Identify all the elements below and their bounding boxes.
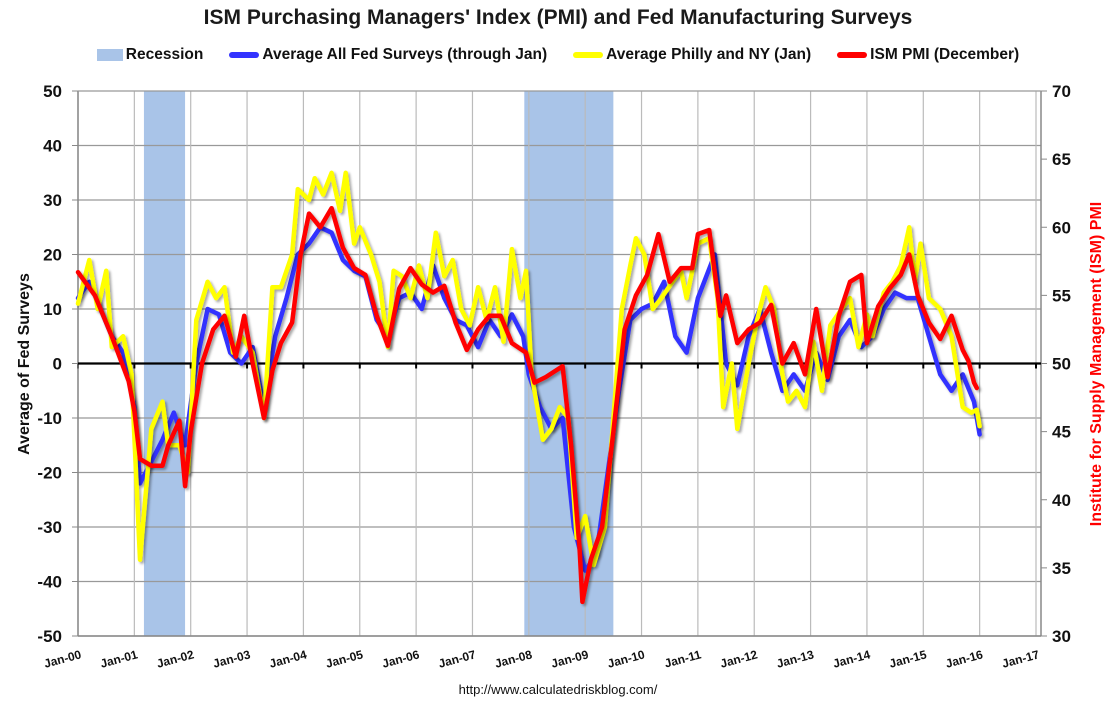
y-tick-label: 10	[43, 300, 62, 319]
y2-tick-label: 50	[1052, 355, 1071, 374]
y2-tick-label: 45	[1052, 423, 1071, 442]
legend: Recession Average All Fed Surveys (throu…	[0, 46, 1116, 64]
legend-label-philly-ny: Average Philly and NY (Jan)	[606, 46, 812, 63]
y2-tick-label: 60	[1052, 218, 1071, 237]
y-tick-label: 50	[43, 82, 62, 101]
y-tick-label: -30	[37, 518, 62, 537]
y2-tick-label: 65	[1052, 150, 1071, 169]
y-tick-label: 0	[53, 355, 62, 374]
legend-swatch-ism	[837, 52, 868, 58]
y-tick-label: 30	[43, 191, 62, 210]
source-url: http://www.calculatedriskblog.com/	[458, 682, 658, 697]
x-tick-label: Jan-12	[719, 647, 760, 670]
x-tick-label: Jan-02	[155, 647, 196, 670]
y2-tick-label: 30	[1052, 627, 1071, 646]
axes	[72, 90, 1047, 637]
x-tick-label: Jan-03	[211, 647, 252, 670]
y2-tick-label: 55	[1052, 286, 1071, 305]
x-tick-label: Jan-09	[550, 647, 591, 670]
x-tick-label: Jan-17	[1000, 647, 1041, 670]
legend-item-fed: Average All Fed Surveys (through Jan)	[229, 46, 547, 64]
y2-tick-label: 40	[1052, 491, 1071, 510]
x-tick-label: Jan-16	[944, 647, 985, 670]
y-axis-title: Average of Fed Surveys	[16, 273, 33, 455]
chart-title: ISM Purchasing Managers' Index (PMI) and…	[203, 6, 913, 29]
x-tick-label: Jan-13	[775, 647, 816, 670]
y2-axis-title: Institute for Supply Management (ISM) PM…	[1088, 202, 1105, 526]
y-tick-label: -10	[37, 409, 62, 428]
legend-item-philly-ny: Average Philly and NY (Jan)	[573, 46, 811, 64]
x-tick-label: Jan-04	[268, 647, 309, 670]
legend-item-ism: ISM PMI (December)	[837, 46, 1019, 64]
legend-label-fed: Average All Fed Surveys (through Jan)	[262, 46, 548, 63]
legend-swatch-philly-ny	[573, 52, 604, 58]
x-tick-label: Jan-06	[381, 647, 422, 670]
series-line-ism-pmi	[75, 205, 980, 605]
x-tick-label: Jan-05	[324, 647, 365, 670]
legend-swatch-recession	[96, 49, 123, 61]
x-tick-label: Jan-15	[888, 647, 929, 670]
x-tick-label: Jan-01	[99, 647, 140, 670]
legend-label-recession: Recession	[125, 46, 204, 63]
x-tick-label: Jan-07	[437, 647, 478, 670]
y2-tick-label: 70	[1052, 82, 1071, 101]
x-tick-label: Jan-14	[831, 647, 872, 670]
y-tick-label: 40	[43, 137, 62, 156]
x-tick-label: Jan-08	[493, 647, 534, 670]
legend-swatch-fed	[229, 52, 260, 58]
y2-tick-label: 35	[1052, 559, 1071, 578]
y-tick-label: 20	[43, 246, 62, 265]
series-lines	[75, 170, 982, 605]
x-tick-label: Jan-10	[606, 647, 647, 670]
y-tick-label: -40	[37, 573, 62, 592]
legend-item-recession: Recession	[96, 46, 204, 64]
x-tick-label: Jan-00	[42, 647, 83, 670]
legend-label-ism: ISM PMI (December)	[870, 46, 1020, 63]
x-tick-label: Jan-11	[663, 647, 703, 670]
y-tick-label: -20	[37, 464, 62, 483]
y-tick-label: -50	[37, 627, 62, 646]
